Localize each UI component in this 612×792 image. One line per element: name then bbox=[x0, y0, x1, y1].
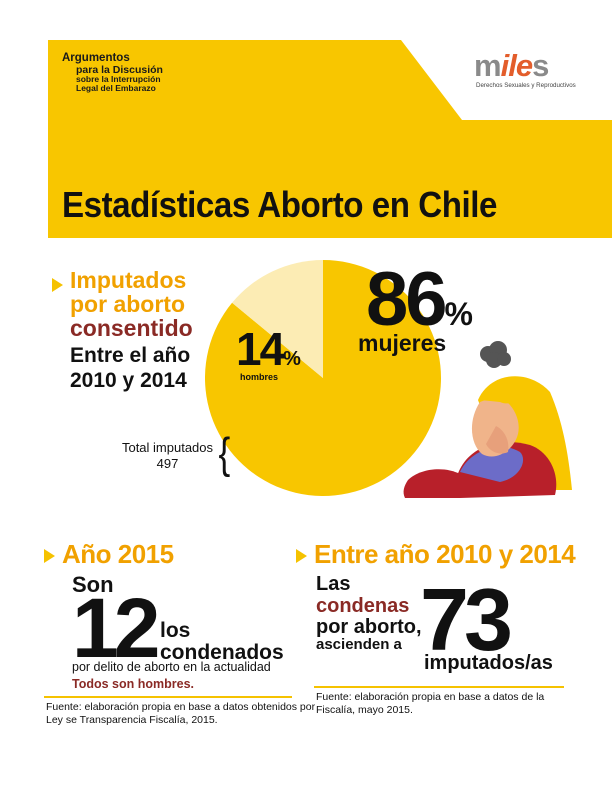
section-arrow-icon bbox=[52, 278, 63, 292]
pie-chart bbox=[204, 260, 441, 496]
miles-logo: miles Derechos Sexuales y Reproductivos bbox=[466, 48, 576, 94]
women-percentage: 86% bbox=[366, 262, 473, 338]
men-percentage: 14% bbox=[236, 322, 301, 376]
imputados-unit: imputados/as bbox=[424, 652, 553, 674]
por-aborto-label: por aborto, bbox=[316, 616, 422, 639]
title-line-3: consentido bbox=[70, 315, 193, 342]
section-arrow-icon bbox=[296, 549, 307, 563]
condenados-number: 12 bbox=[72, 581, 160, 675]
pie-slice-mujeres bbox=[204, 260, 441, 496]
tagline-line-1: Argumentos bbox=[62, 52, 130, 64]
condenados-label: los condenados bbox=[160, 619, 284, 665]
total-label: Total imputados bbox=[121, 440, 214, 455]
women-number: 86 bbox=[366, 257, 448, 342]
total-imputados: Total imputados 497 bbox=[110, 440, 225, 473]
header-background bbox=[48, 40, 612, 238]
women-pct-sign: % bbox=[444, 296, 473, 332]
source-note: Fuente: elaboración propia en base a dat… bbox=[46, 701, 316, 727]
condenados-word: condenados bbox=[160, 641, 284, 665]
men-label: hombres bbox=[240, 372, 279, 382]
logo-subtitle: Derechos Sexuales y Reproductivos bbox=[476, 82, 576, 89]
source-note: Fuente: elaboración propia en base a dat… bbox=[316, 691, 545, 717]
women-label: mujeres bbox=[358, 330, 447, 356]
son-label: Son bbox=[72, 572, 114, 597]
los-label: los bbox=[160, 619, 191, 642]
condenas-text: Las condenas por aborto, bbox=[316, 573, 422, 639]
section-2015-title: Año 2015 bbox=[62, 539, 174, 569]
period-line-1: Entre el año bbox=[70, 344, 191, 367]
logo-wordmark: miles bbox=[474, 48, 549, 83]
divider bbox=[314, 686, 564, 688]
section-arrow-icon bbox=[44, 549, 55, 563]
header-banner bbox=[48, 40, 612, 238]
tagline-line-4: Legal del Embarazo bbox=[76, 83, 156, 94]
tagline-line-3: sobre la Interrupción bbox=[76, 74, 161, 85]
ascienden-label: ascienden a bbox=[316, 636, 402, 653]
men-pct-sign: % bbox=[283, 348, 301, 370]
header-tagline: Argumentos para la Discusión sobre la In… bbox=[62, 52, 212, 94]
total-value: 497 bbox=[156, 456, 179, 472]
page-title: Estadísticas Aborto en Chile bbox=[62, 184, 497, 225]
delito-detail: por delito de aborto en la actualidad bbox=[72, 660, 271, 674]
todos-hombres: Todos son hombres. bbox=[72, 677, 194, 691]
las-label: Las bbox=[316, 573, 351, 595]
tagline-line-2: para la Discusión bbox=[76, 63, 163, 76]
cloud-icon bbox=[480, 341, 511, 368]
section-2010-2014-title: Entre año 2010 y 2014 bbox=[314, 539, 576, 569]
woman-illustration bbox=[403, 341, 572, 498]
period-label: Entre el año 2010 y 2014 bbox=[70, 344, 210, 394]
imputados-number: 73 bbox=[420, 570, 513, 669]
brace-icon: { bbox=[218, 429, 231, 478]
condenas-label: condenas bbox=[316, 594, 410, 617]
men-number: 14 bbox=[236, 323, 285, 375]
period-line-2: 2010 y 2014 bbox=[70, 368, 187, 392]
divider bbox=[44, 696, 292, 698]
pie-slice-hombres bbox=[232, 260, 323, 378]
section-imputados-title: Imputados por aborto consentido bbox=[70, 267, 193, 342]
title-line-1: Imputados bbox=[70, 267, 187, 293]
title-line-2: por aborto bbox=[70, 291, 185, 318]
